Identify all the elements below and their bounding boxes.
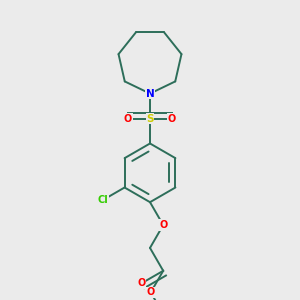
Text: O: O <box>124 113 132 124</box>
Text: O: O <box>168 113 176 124</box>
Text: S: S <box>146 113 154 124</box>
Text: N: N <box>146 88 154 99</box>
Text: O: O <box>147 287 155 297</box>
Text: Cl: Cl <box>98 195 108 205</box>
Text: O: O <box>137 278 146 288</box>
Text: O: O <box>159 220 167 230</box>
